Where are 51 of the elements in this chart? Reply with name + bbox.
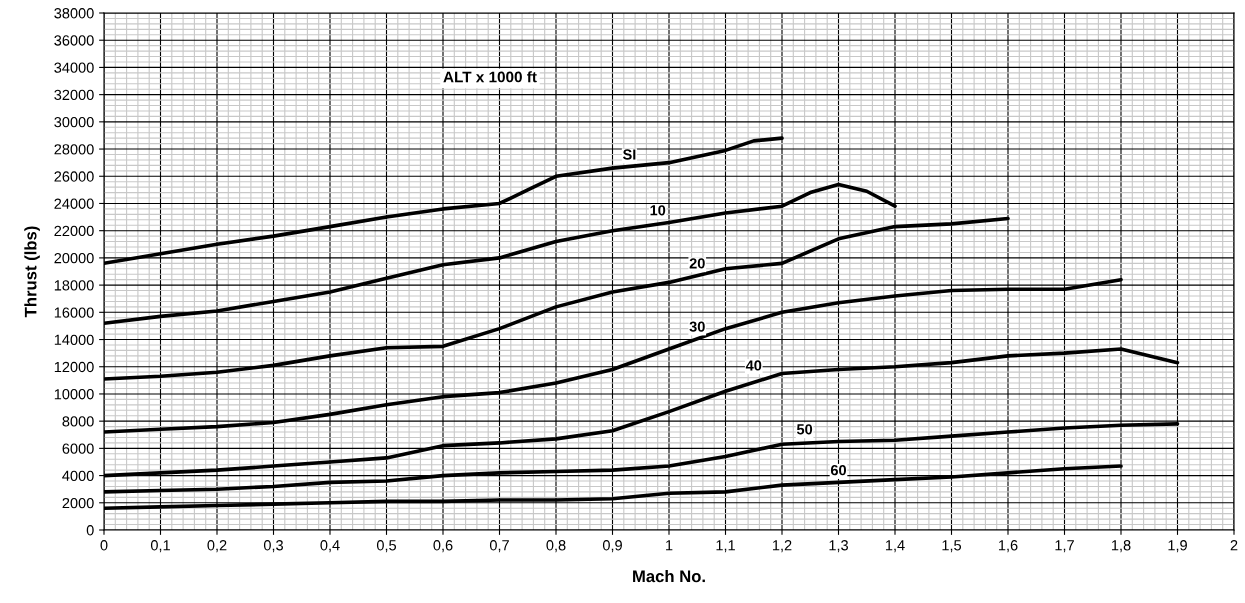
- x-axis-title: Mach No.: [633, 569, 705, 583]
- x-tick-label: 2: [1230, 540, 1238, 551]
- y-tick-label: 30000: [54, 116, 94, 128]
- annotation: 40: [745, 360, 762, 371]
- y-tick-label: 4000: [62, 470, 94, 482]
- y-tick-label: 14000: [54, 334, 94, 345]
- x-tick-label: 1,1: [716, 540, 735, 553]
- y-tick-label: 18000: [54, 280, 94, 291]
- x-tick-label: 0,5: [376, 540, 397, 553]
- x-tick-label: 1,3: [829, 540, 848, 553]
- x-tick-label: 0: [100, 540, 108, 551]
- annotation: 60: [830, 465, 847, 476]
- y-tick-label: 22000: [54, 225, 94, 237]
- y-tick-label: 2000: [62, 497, 94, 509]
- annotation: 20: [689, 258, 705, 269]
- y-tick-label: 0: [86, 525, 94, 536]
- y-axis-title: Thrust (lbs): [24, 226, 40, 318]
- x-tick-label: 1,5: [942, 540, 962, 553]
- y-tick-label: 28000: [54, 144, 94, 155]
- y-tick-label: 16000: [54, 307, 94, 318]
- x-tick-label: 0,6: [433, 540, 453, 553]
- x-tick-label: 1,6: [998, 540, 1018, 553]
- annotation: SI: [622, 149, 636, 160]
- x-tick-label: 0,3: [263, 540, 283, 553]
- y-tick-label: 6000: [62, 443, 94, 454]
- y-tick-label: 8000: [62, 416, 94, 427]
- x-tick-label: 0,7: [489, 540, 509, 553]
- y-tick-label: 10000: [54, 389, 94, 400]
- annotation: 50: [796, 424, 813, 435]
- annotation: ALT x 1000 ft: [443, 71, 537, 83]
- x-tick-label: 1,9: [1168, 540, 1187, 553]
- y-tick-label: 20000: [54, 253, 94, 264]
- x-tick-label: 1,8: [1111, 540, 1131, 553]
- annotation: 30: [689, 321, 705, 332]
- x-tick-label: 1,2: [772, 540, 792, 553]
- x-tick-label: 0,8: [546, 540, 566, 553]
- x-tick-label: 0,2: [207, 540, 227, 553]
- y-tick-label: 12000: [54, 361, 94, 373]
- x-tick-label: 1: [666, 540, 673, 551]
- y-tick-label: 32000: [54, 89, 94, 101]
- x-tick-label: 1,4: [885, 540, 905, 553]
- y-tick-label: 26000: [54, 171, 94, 182]
- x-tick-label: 1,7: [1055, 540, 1074, 553]
- x-tick-label: 0,9: [602, 540, 622, 553]
- y-tick-label: 36000: [54, 35, 94, 46]
- y-tick-label: 24000: [54, 198, 94, 209]
- x-tick-label: 0,1: [150, 540, 170, 553]
- annotation: 10: [650, 205, 666, 216]
- y-tick-label: 34000: [54, 62, 94, 73]
- y-tick-label: 38000: [54, 8, 94, 19]
- x-tick-label: 0,4: [320, 540, 340, 553]
